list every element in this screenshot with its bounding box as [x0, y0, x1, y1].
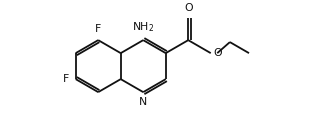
Text: O: O — [184, 3, 193, 13]
Text: O: O — [214, 48, 223, 58]
Text: NH$_2$: NH$_2$ — [132, 21, 154, 34]
Text: N: N — [139, 97, 147, 107]
Text: F: F — [95, 24, 101, 34]
Text: F: F — [63, 74, 69, 84]
